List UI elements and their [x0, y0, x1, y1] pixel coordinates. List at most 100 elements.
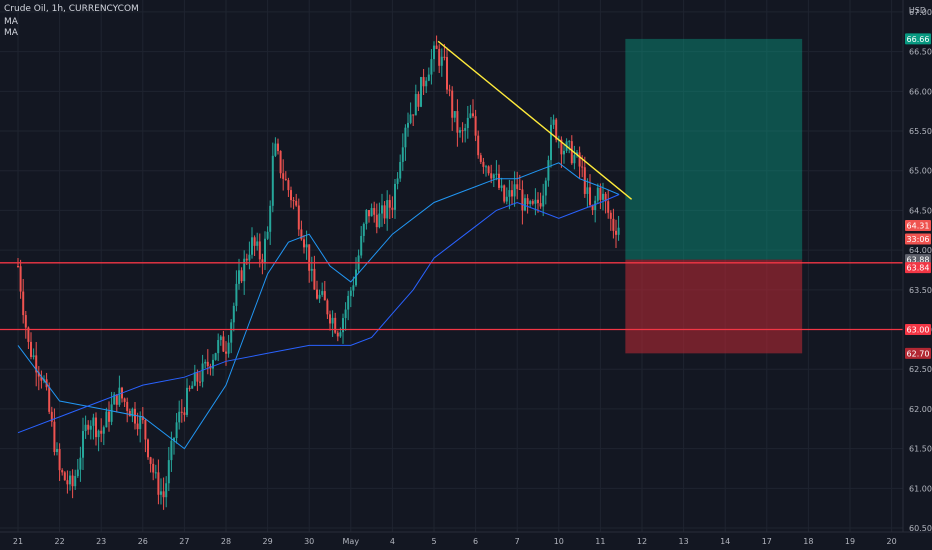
candle-body: [308, 244, 311, 271]
candle-body: [321, 291, 324, 295]
candle-body: [191, 385, 194, 389]
time-axis[interactable]: 21 22 23 26 27 28 29 30 May 4 5 6 7 10 11 12 13 14 17 18 19 2…: [13, 537, 897, 546]
time-tick-label: 13: [679, 537, 689, 546]
candle-body: [266, 231, 269, 239]
trendline[interactable]: [437, 40, 633, 200]
time-tick-label: 14: [720, 537, 730, 546]
candle-body: [147, 439, 149, 458]
price-tag-background: [905, 262, 931, 274]
candle-body: [84, 424, 87, 432]
candle-body: [173, 438, 175, 441]
candle-body: [604, 193, 607, 202]
price-tag: 62.70: [905, 347, 931, 359]
candle-body: [336, 332, 339, 337]
time-tick-label: 4: [390, 537, 395, 546]
candle-body: [570, 141, 573, 164]
candle-body: [443, 56, 446, 58]
candle-body: [360, 235, 363, 256]
candle-body: [500, 185, 503, 188]
candle-body: [560, 139, 563, 155]
candle-body: [30, 341, 32, 357]
candle-body: [521, 189, 524, 211]
price-tick-label: 61.50: [909, 445, 932, 454]
candle-body: [594, 200, 597, 211]
candle-body: [97, 430, 100, 438]
candle-body: [204, 361, 207, 364]
candle-body: [401, 147, 404, 162]
ma-indicator-2[interactable]: MA: [4, 28, 18, 38]
candle-body: [399, 161, 402, 179]
candle-body: [269, 205, 272, 232]
candle-body: [542, 195, 545, 207]
price-tag-background: [905, 33, 931, 45]
candle-body: [417, 94, 420, 107]
candle-body: [586, 187, 589, 194]
candle-body: [539, 203, 542, 207]
candle-body: [71, 475, 74, 487]
candle-body: [391, 207, 394, 210]
candle-body: [544, 180, 547, 196]
stop-loss-zone[interactable]: [625, 259, 803, 354]
candle-body: [240, 270, 243, 282]
price-tick-label: 67.00: [909, 8, 932, 17]
candle-body: [464, 128, 467, 131]
candle-body: [508, 190, 511, 197]
candle-body: [35, 355, 38, 373]
candle-body: [537, 199, 539, 204]
price-tick-label: 66.00: [909, 87, 932, 96]
candle-body: [487, 166, 490, 174]
price-tag: 33:06: [905, 233, 931, 245]
candle-body: [331, 317, 334, 324]
ma-indicator-1[interactable]: MA: [4, 17, 18, 27]
candle-body: [300, 229, 303, 240]
candle-body: [414, 94, 417, 116]
candle-body: [170, 440, 173, 461]
candle-body: [105, 411, 108, 428]
candle-body: [225, 351, 227, 354]
price-tag-label: 33:06: [906, 235, 929, 244]
candle-body: [82, 431, 84, 458]
candle-body: [440, 56, 443, 66]
candle-body: [251, 237, 253, 255]
price-tick-label: 63.50: [909, 286, 932, 295]
candle-body: [274, 143, 277, 156]
candle-body: [513, 184, 516, 197]
candle-body: [134, 408, 136, 424]
time-tick-label: 11: [595, 537, 605, 546]
candle-body: [550, 124, 552, 161]
candle-body: [162, 491, 165, 498]
trendline-line[interactable]: [437, 40, 633, 200]
candle-body: [56, 449, 58, 453]
candle-body: [74, 476, 77, 487]
candle-body: [108, 411, 110, 422]
currency-label[interactable]: USD: [908, 6, 926, 15]
candle-body: [355, 269, 357, 286]
candle-body: [381, 205, 383, 214]
profit-zone[interactable]: [625, 38, 803, 260]
candles: [17, 35, 620, 510]
candle-body: [451, 90, 454, 118]
candle-body: [227, 342, 230, 354]
candle-body: [607, 201, 610, 213]
candle-body: [152, 463, 155, 473]
candle-body: [516, 184, 519, 189]
candle-body: [412, 114, 415, 116]
candle-body: [362, 223, 365, 236]
candle-body: [578, 152, 581, 167]
candle-body: [214, 353, 217, 360]
position-zones[interactable]: [625, 38, 803, 354]
candle-body: [529, 201, 532, 205]
candle-body: [160, 491, 162, 495]
time-tick-label: 19: [845, 537, 855, 546]
horizontal-levels[interactable]: [0, 262, 903, 331]
candle-body: [334, 317, 337, 333]
candle-body: [472, 113, 474, 117]
candle-body: [453, 111, 456, 118]
price-tick-label: 64.50: [909, 206, 932, 215]
candle-body: [89, 425, 92, 430]
candle-body: [76, 469, 79, 477]
time-tick-label: 28: [221, 537, 231, 546]
candle-body: [66, 480, 69, 485]
candle-body: [326, 300, 329, 315]
